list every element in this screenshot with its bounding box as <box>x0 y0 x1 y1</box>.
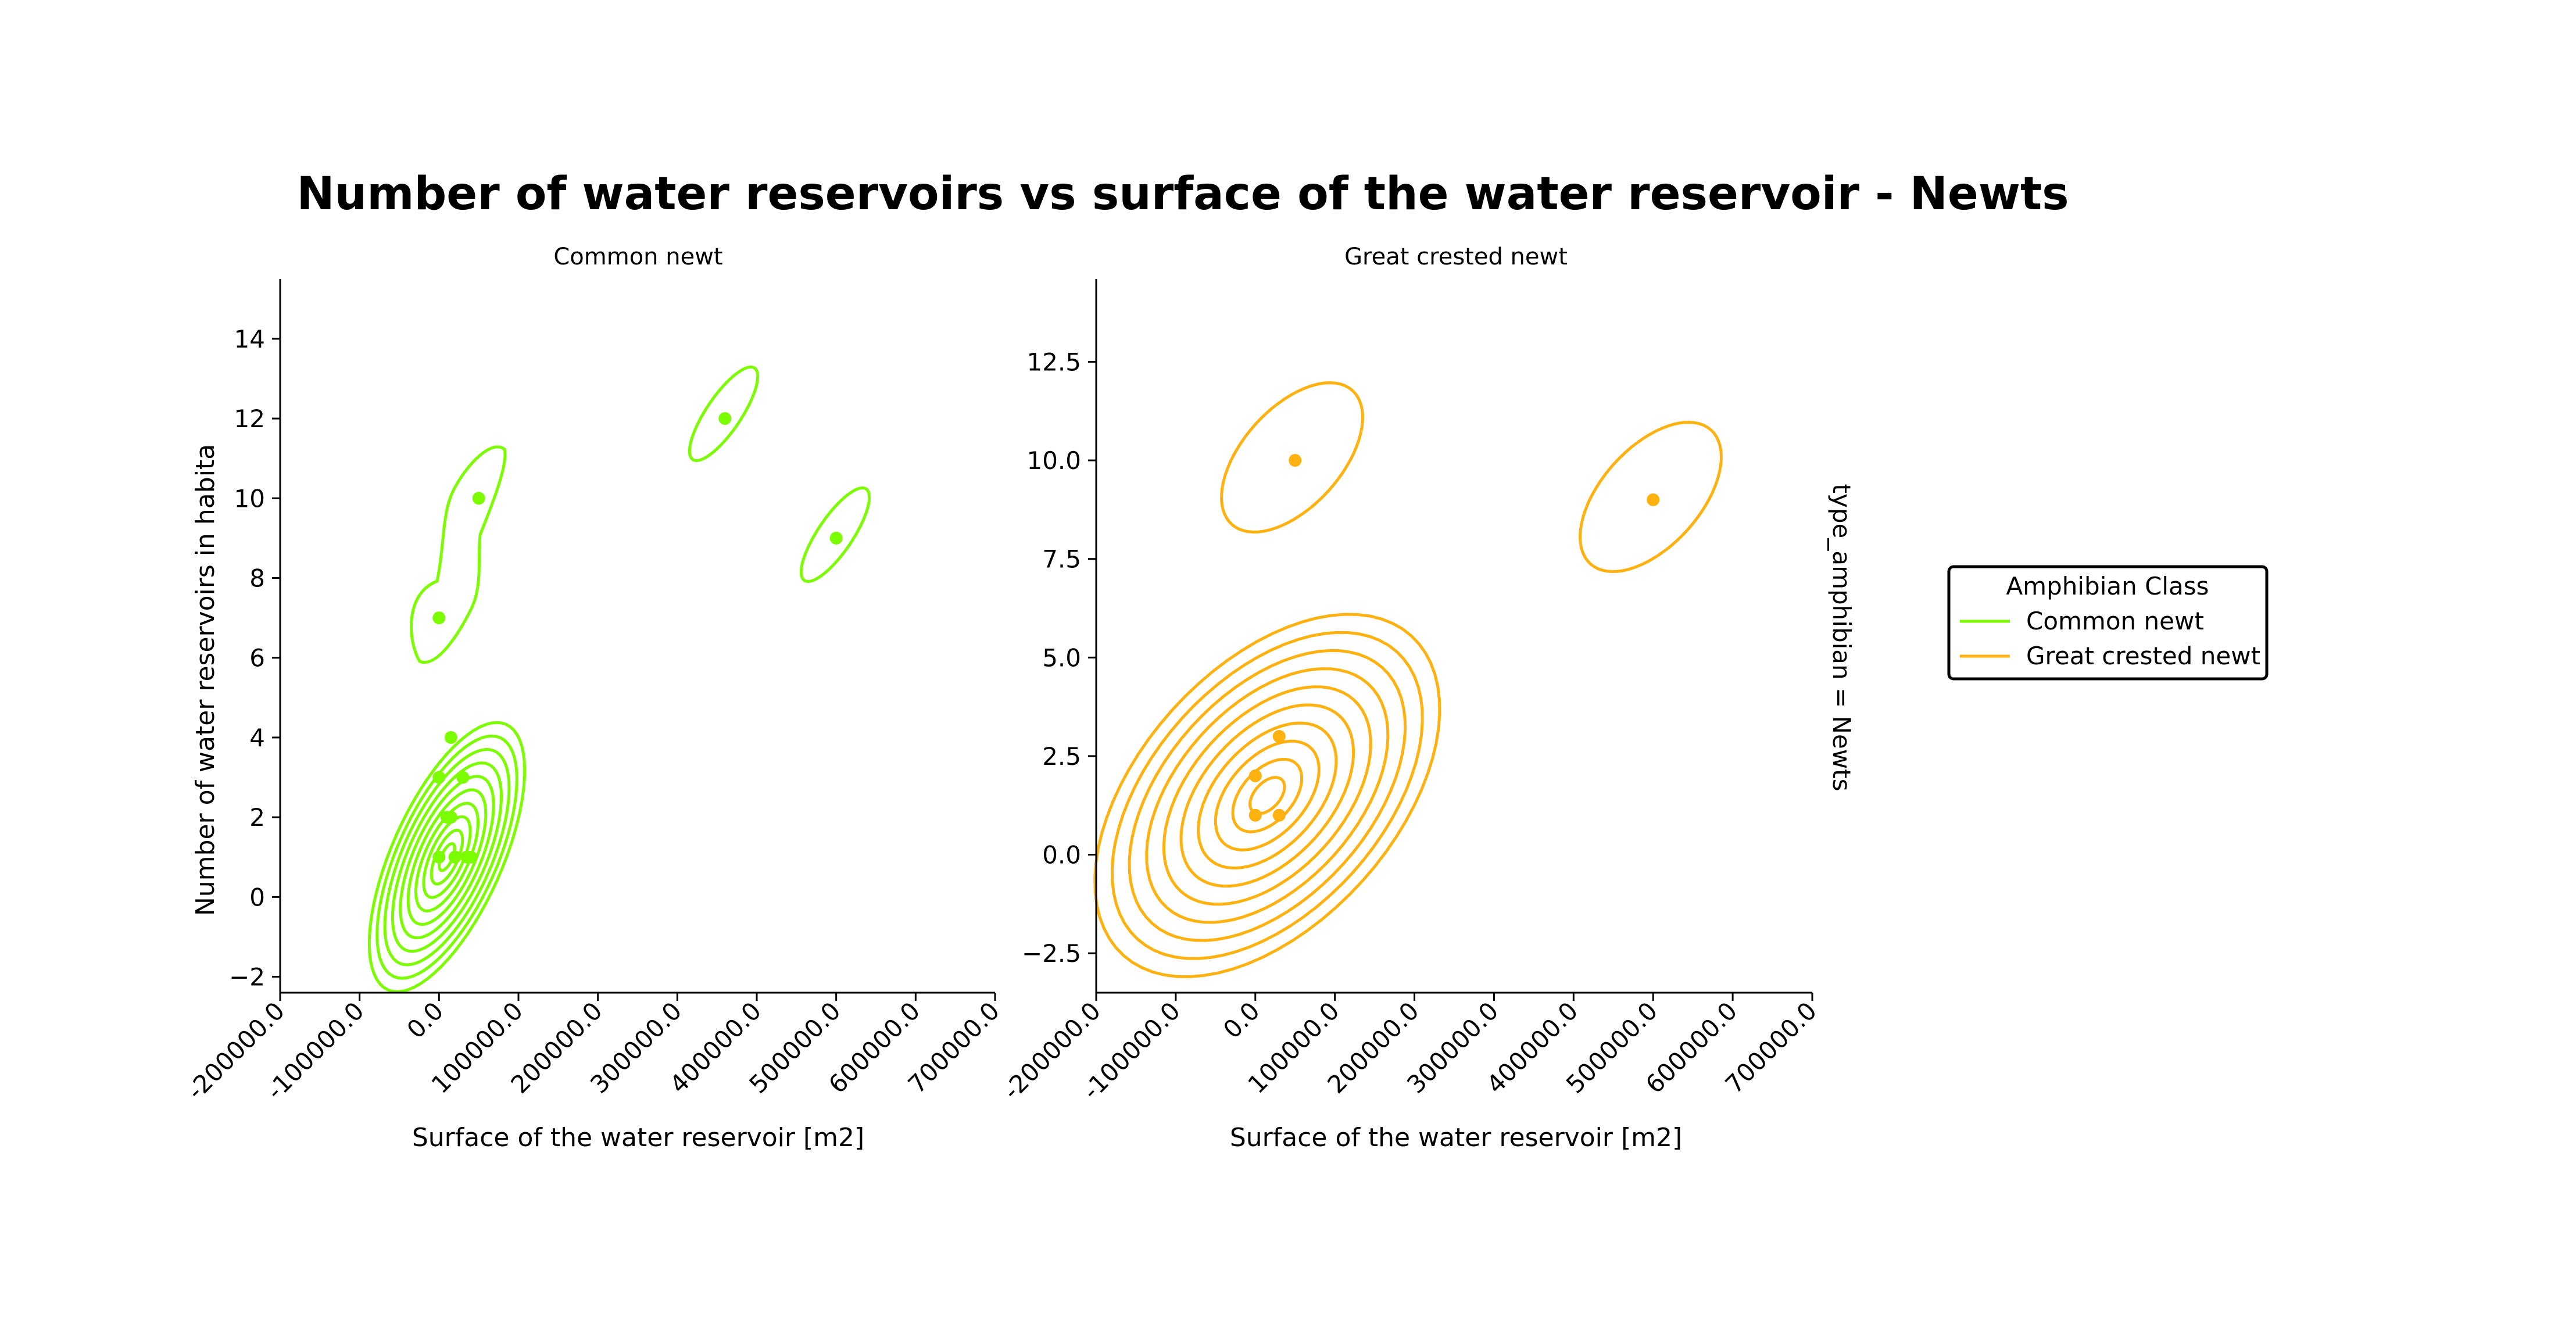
data-point <box>464 850 477 864</box>
y-tick-label: 8 <box>249 564 265 593</box>
kde-contours <box>1093 381 1723 979</box>
kde-contour-level <box>1179 703 1355 888</box>
y-tick-label: 7.5 <box>1042 545 1081 574</box>
data-point <box>1272 730 1286 743</box>
y-tick-label: 0 <box>249 883 265 911</box>
data-point <box>1272 808 1286 822</box>
x-tick-label: 0.0 <box>1218 996 1265 1044</box>
data-point <box>1289 454 1302 467</box>
data-point <box>432 771 446 784</box>
data-point <box>829 531 843 545</box>
scatter-points <box>432 412 843 864</box>
panel-title: Great crested newt <box>1344 244 1568 270</box>
kde-contour-level <box>430 828 464 886</box>
y-axis-label: Number of water reservoirs in habita <box>191 444 220 916</box>
x-axis-label: Surface of the water reservoir [m2] <box>1230 1123 1682 1153</box>
legend: Amphibian Class Common newt Great creste… <box>1947 565 2269 681</box>
kde-contour-level <box>1093 613 1441 979</box>
kde-contour-level <box>1128 649 1407 942</box>
data-point <box>472 492 485 505</box>
y-tick-label: 2 <box>249 803 265 832</box>
y-tick-label: 12 <box>234 405 265 433</box>
legend-box <box>1947 565 2269 681</box>
y-tick-label: −2 <box>229 963 265 992</box>
y-tick-label: 0.0 <box>1042 841 1081 869</box>
legend-title: Amphibian Class <box>2006 572 2209 600</box>
y-tick-label: 10.0 <box>1026 446 1081 475</box>
kde-contour-level <box>422 815 472 899</box>
data-point <box>444 811 457 824</box>
kde-contour-island <box>1579 421 1723 573</box>
x-axis-label: Surface of the water reservoir [m2] <box>412 1123 864 1153</box>
panel-common-newt: -200000.0-100000.0 0.0100000.0200000.0300… <box>181 244 1005 1153</box>
y-tick-label: 2.5 <box>1042 742 1081 771</box>
y-tick-label: 5.0 <box>1042 643 1081 672</box>
panel-great-crested-newt: -200000.0-100000.0 0.0100000.0200000.0300… <box>997 244 1822 1153</box>
y-tick-label: −2.5 <box>1022 939 1081 968</box>
x-tick-label: 0.0 <box>401 996 449 1044</box>
kde-contour-island <box>1220 381 1364 534</box>
kde-contour-level <box>1110 631 1424 960</box>
kde-contour-level <box>1197 721 1338 870</box>
kde-contour-upper <box>410 445 507 664</box>
axes: -200000.0-100000.0 0.0100000.0200000.0300… <box>181 279 1005 1105</box>
kde-contour-island <box>799 486 871 584</box>
data-point <box>432 850 446 864</box>
kde-contour-level <box>367 721 527 993</box>
panel-title: Common newt <box>553 244 722 270</box>
kde-contour-level <box>391 761 503 953</box>
kde-contour-level <box>1145 667 1390 924</box>
axes: -200000.0-100000.0 0.0100000.0200000.0300… <box>997 279 1822 1105</box>
data-point <box>432 611 446 625</box>
kde-contour-level <box>406 788 488 926</box>
row-label: type_amphibian = Newts <box>1827 484 1856 792</box>
y-tick-label: 12.5 <box>1026 348 1081 377</box>
kde-contour-level <box>1248 776 1286 815</box>
legend-label-common-newt: Common newt <box>2026 607 2204 635</box>
kde-contour-level <box>383 747 511 967</box>
data-point <box>718 412 732 425</box>
y-tick-label: 6 <box>249 644 265 672</box>
data-point <box>448 850 461 864</box>
data-point <box>444 731 457 744</box>
data-point <box>456 771 470 784</box>
y-tick-label: 10 <box>234 484 265 513</box>
data-point <box>1248 808 1262 822</box>
y-tick-label: 14 <box>234 325 265 353</box>
y-tick-label: 4 <box>249 724 265 752</box>
scatter-points <box>1248 454 1660 822</box>
legend-label-great-crested-newt: Great crested newt <box>2026 642 2260 670</box>
figure-title: Number of water reservoirs vs surface of… <box>296 168 2069 220</box>
data-point <box>1647 493 1660 506</box>
kde-contour-island <box>688 365 760 463</box>
kde-contour-level <box>414 801 480 912</box>
kde-contour-level <box>1214 739 1321 851</box>
data-point <box>1248 769 1262 782</box>
kde-contours <box>367 365 871 993</box>
kde-contour-level <box>1231 757 1304 833</box>
kde-contour-level <box>399 775 495 940</box>
kde-contour-level <box>1162 685 1372 906</box>
